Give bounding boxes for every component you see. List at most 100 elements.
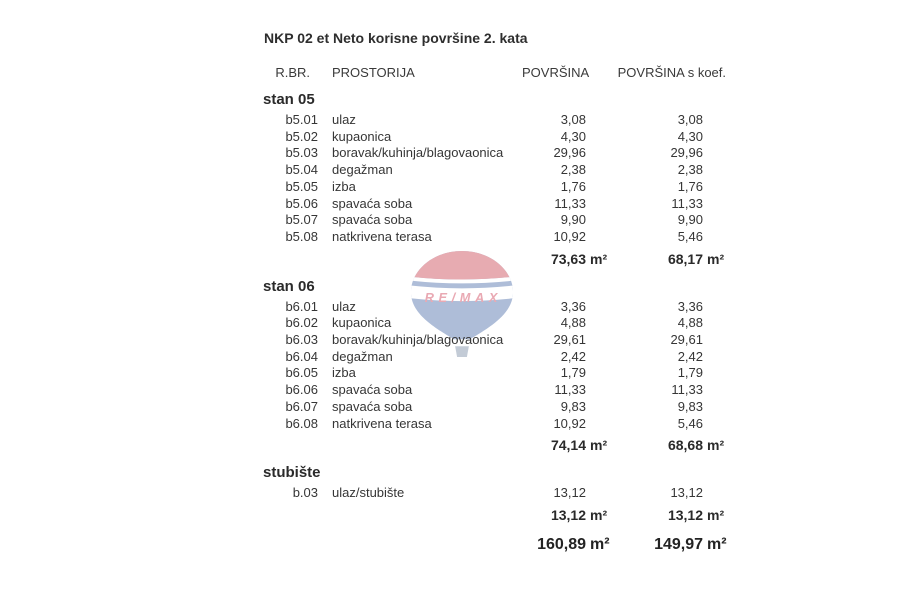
row-code: b6.08 — [285, 415, 318, 431]
row-area-koef: 9,90 — [677, 212, 703, 228]
row-code: b6.01 — [285, 298, 318, 314]
table-row: b6.08 natkrivena terasa 10,92 5,46 — [262, 416, 732, 433]
balloon-red-dome — [410, 251, 514, 280]
row-name: spavaća soba — [332, 382, 413, 398]
row-area-koef: 2,42 — [677, 348, 703, 364]
subtotal-area-koef: 13,12 — [667, 506, 703, 523]
row-area-koef: 13,12 — [670, 485, 703, 501]
row-area: 11,33 — [554, 382, 586, 398]
document-page: NKP 02 et Neto korisne površine 2. kata … — [262, 0, 732, 554]
table-row: b5.03 boravak/kuhinja/blagovaonica 29,96… — [262, 145, 732, 162]
row-name: natkrivena terasa — [332, 228, 432, 244]
table-row: b5.02 kupaonica 4,30 4,30 — [262, 129, 732, 146]
section-rows: b.03 ulaz/stubište 13,12 13,12 — [262, 485, 732, 502]
row-code: b5.02 — [285, 128, 318, 144]
table-row: b6.03 boravak/kuhinja/blagovaonica 29,61… — [262, 332, 732, 349]
table-row: b.03 ulaz/stubište 13,12 13,12 — [262, 485, 732, 502]
table-row: b5.08 natkrivena terasa 10,92 5,46 — [262, 229, 732, 246]
table-header-row: R.BR. PROSTORIJA POVRŠINA POVRŠINA s koe… — [262, 65, 732, 81]
row-code: b5.01 — [285, 112, 318, 127]
row-area: 10,92 — [553, 228, 586, 244]
table-row: b6.02 kupaonica 4,88 4,88 — [262, 315, 732, 332]
row-area-koef: 11,33 — [671, 195, 703, 211]
row-code: b6.04 — [285, 348, 318, 364]
grand-total-row: 160,89 m² 149,97 m² — [262, 535, 732, 554]
row-area-koef: 4,88 — [677, 315, 703, 331]
row-area-koef: 4,30 — [677, 128, 703, 144]
row-area: 9,90 — [560, 212, 586, 228]
row-name: kupaonica — [332, 315, 392, 331]
row-area: 3,36 — [560, 298, 586, 314]
row-area: 10,92 — [553, 415, 586, 431]
row-area-koef: 11,33 — [671, 382, 703, 398]
table-row: b6.07 spavaća soba 9,83 9,83 — [262, 399, 732, 416]
row-area-koef: 1,76 — [677, 178, 703, 194]
table-row: b5.04 degažman 2,38 2,38 — [262, 162, 732, 179]
row-area: 1,76 — [560, 178, 586, 194]
row-area-koef: 3,36 — [677, 298, 703, 314]
row-name: ulaz — [332, 112, 356, 127]
row-code: b6.03 — [285, 332, 318, 348]
row-area: 13,12 — [553, 485, 586, 501]
section-rows: b5.01 ulaz 3,08 3,08 b5.02 kupaonica 4,3… — [262, 112, 732, 246]
row-area-koef: 3,08 — [677, 112, 703, 127]
row-area: 2,38 — [560, 162, 586, 178]
subtotal-area: 73,63 — [550, 250, 586, 267]
row-area-koef: 9,83 — [677, 398, 703, 414]
row-code: b5.03 — [285, 145, 318, 161]
table-row: b6.05 izba 1,79 1,79 — [262, 365, 732, 382]
row-name: kupaonica — [332, 128, 392, 144]
row-area-koef: 1,79 — [677, 365, 703, 381]
table-sections: stan 05 b5.01 ulaz 3,08 3,08 b5.02 kupao… — [262, 91, 732, 524]
subtotal-area-unit unit-suffix: m² — [590, 437, 608, 454]
row-area: 2,42 — [560, 348, 586, 364]
section-rows: b6.01 ulaz 3,36 3,36 b6.02 kupaonica 4,8… — [262, 299, 732, 433]
row-code: b5.06 — [285, 195, 318, 211]
row-area-koef: 5,46 — [677, 415, 703, 431]
row-area-koef: 29,61 — [670, 332, 703, 348]
table-row: b6.01 ulaz 3,36 3,36 — [262, 299, 732, 316]
section-heading: stubište — [263, 464, 321, 482]
row-area: 4,30 — [560, 128, 586, 144]
subtotal-area: 74,14 — [550, 437, 586, 454]
row-name: spavaća soba — [332, 398, 413, 414]
table-row: b6.04 degažman 2,42 2,42 — [262, 349, 732, 366]
row-area-koef: 29,96 — [670, 145, 703, 161]
balloon-white-band — [410, 276, 514, 302]
grand-total-area: 160,89 — [537, 535, 586, 553]
row-code: b5.04 — [285, 162, 318, 178]
section-subtotal-row: 74,14 m² 68,68 m² — [262, 437, 732, 454]
grand-total-area-unit: m² — [590, 535, 610, 553]
row-code: b6.06 — [285, 382, 318, 398]
row-area: 1,79 — [560, 365, 586, 381]
row-code: b5.08 — [285, 228, 318, 244]
section-heading: stan 06 — [263, 277, 315, 295]
row-name: spavaća soba — [332, 195, 413, 211]
row-name: degažman — [332, 162, 393, 178]
remax-brand-text: RE/MAX — [425, 290, 500, 305]
table-row: b5.06 spavaća soba 11,33 11,33 — [262, 196, 732, 213]
section-subtotal-row: 13,12 m² 13,12 m² — [262, 507, 732, 524]
row-code: b6.07 — [285, 398, 318, 414]
table-section: stubište b.03 ulaz/stubište 13,12 13,12 … — [262, 464, 732, 524]
section-subtotal-row: 73,63 m² 68,17 m² — [262, 251, 732, 268]
table-section: stan 06 b6.01 ulaz 3,36 3,36 b6.02 kupao… — [262, 278, 732, 455]
row-area: 9,83 — [560, 398, 586, 414]
column-header-povrsina: POVRŠINA — [522, 65, 590, 80]
row-area: 3,08 — [560, 112, 586, 127]
row-area: 4,88 — [560, 315, 586, 331]
subtotal-area-koef-unit unit-suffix: m² — [707, 506, 725, 523]
row-name: ulaz/stubište — [332, 485, 405, 501]
row-name: izba — [332, 178, 356, 194]
remax-balloon-watermark: RE/MAX — [410, 251, 514, 358]
row-area: 29,96 — [553, 145, 586, 161]
balloon-blue-stripe — [410, 280, 514, 289]
row-name: boravak/kuhinja/blagovaonica — [332, 145, 504, 161]
table-row: b5.01 ulaz 3,08 3,08 — [262, 112, 732, 129]
subtotal-area-unit unit-suffix: m² — [590, 250, 608, 267]
row-code: b.03 — [292, 485, 318, 501]
table-section: stan 05 b5.01 ulaz 3,08 3,08 b5.02 kupao… — [262, 91, 732, 268]
column-header-povrsina-koef: POVRŠINA s koef. — [617, 65, 726, 80]
grand-total-area-koef-unit: m² — [707, 535, 727, 553]
row-name: natkrivena terasa — [332, 415, 432, 431]
